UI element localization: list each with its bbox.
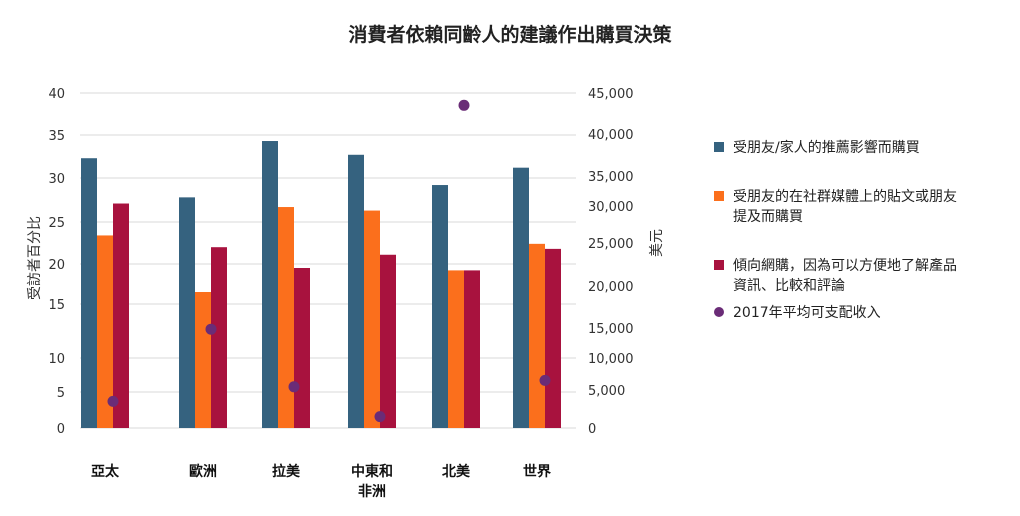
bar-series-3 [380, 254, 396, 428]
category-label: 北美 [442, 463, 471, 480]
bar-series-1 [432, 185, 448, 428]
bar-series-2 [278, 207, 294, 428]
left-tick-label: 15 [48, 298, 65, 313]
bar-series-3 [211, 247, 227, 428]
left-tick-label: 40 [48, 87, 65, 102]
bar-series-1 [513, 167, 529, 428]
left-tick-label: 35 [48, 129, 65, 144]
bar-series-2 [97, 235, 113, 428]
bar-series-1 [179, 197, 195, 428]
bar-series-2 [195, 292, 211, 428]
income-dot [205, 323, 217, 335]
bar-series-3 [294, 268, 310, 428]
right-tick-label: 35,000 [588, 170, 634, 185]
right-tick-label: 40,000 [588, 128, 634, 143]
legend-label: 2017年平均可支配收入 [733, 305, 881, 321]
legend-marker [714, 260, 724, 270]
left-tick-label: 20 [48, 258, 65, 273]
legend-label: 提及而購買 [733, 209, 803, 225]
income-dot [458, 99, 470, 111]
right-tick-label: 15,000 [588, 322, 634, 337]
legend-marker [714, 307, 724, 317]
bar-series-3 [464, 270, 480, 428]
category-label: 中東和 [351, 463, 393, 480]
right-tick-label: 25,000 [588, 237, 634, 252]
income-dot [288, 381, 300, 393]
right-axis-title: 美元 [649, 229, 665, 257]
category-label: 世界 [523, 463, 552, 480]
category-label: 歐洲 [189, 463, 217, 480]
right-tick-label: 30,000 [588, 200, 634, 215]
legend-label: 資訊、比較和評論 [733, 278, 845, 294]
legend-label: 傾向網購，因為可以方便地了解產品 [733, 257, 957, 274]
left-axis-title: 受訪者百分比 [27, 216, 43, 300]
legend-marker [714, 191, 724, 201]
chart-title: 消費者依賴同齡人的建議作出購買決策 [348, 23, 672, 46]
bar-series-1 [348, 154, 364, 428]
bar-series-3 [113, 203, 129, 428]
right-tick-label: 10,000 [588, 352, 634, 367]
bar-series-2 [364, 210, 380, 428]
left-tick-label: 25 [48, 216, 65, 231]
left-tick-label: 0 [57, 422, 65, 437]
category-label: 亞太 [91, 463, 120, 480]
right-tick-label: 20,000 [588, 280, 634, 295]
income-dot [374, 411, 386, 423]
category-label: 非洲 [358, 483, 386, 500]
left-tick-label: 10 [48, 352, 65, 367]
income-dot [107, 395, 119, 407]
right-tick-label: 45,000 [588, 87, 634, 102]
bar-series-2 [529, 243, 545, 428]
bar-series-1 [262, 141, 278, 428]
left-tick-label: 5 [57, 386, 65, 401]
bar-series-1 [81, 158, 97, 428]
legend-marker [714, 142, 724, 152]
category-label: 拉美 [272, 463, 301, 480]
income-dot [539, 374, 551, 386]
bar-series-2 [448, 270, 464, 428]
legend-label: 受朋友/家人的推薦影響而購買 [733, 139, 920, 156]
right-tick-label: 0 [588, 422, 596, 437]
left-tick-label: 30 [48, 172, 65, 187]
bar-series-3 [545, 248, 561, 428]
legend-label: 受朋友的在社群媒體上的貼文或朋友 [733, 189, 957, 205]
right-tick-label: 5,000 [588, 384, 625, 399]
